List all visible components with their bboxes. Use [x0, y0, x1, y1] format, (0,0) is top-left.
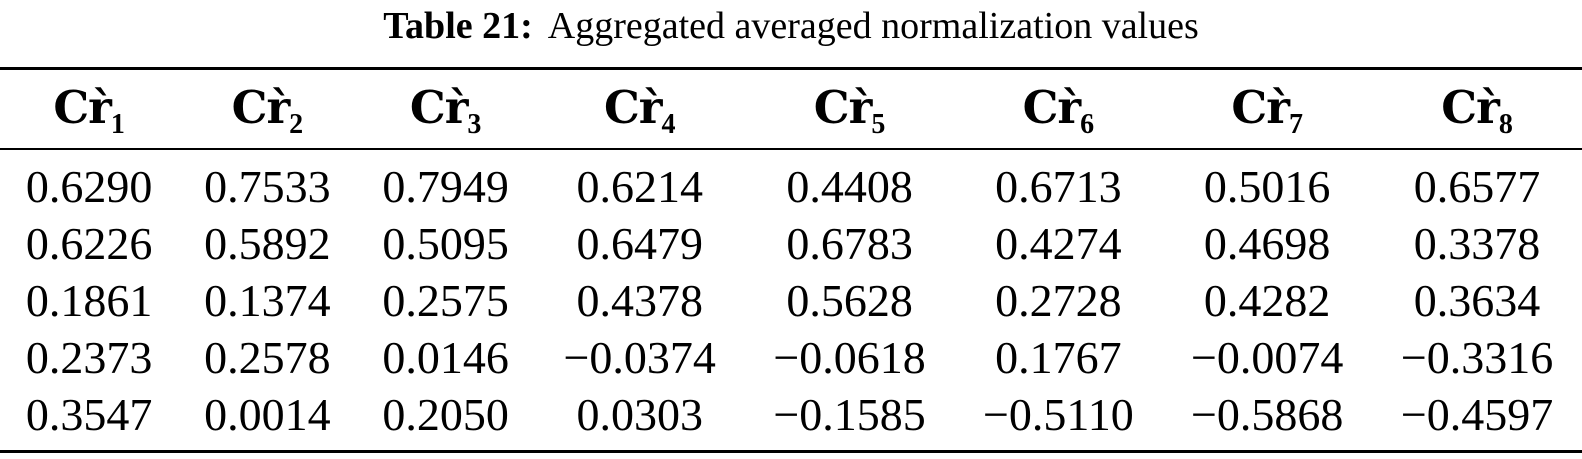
table-cell: −0.1585: [773, 389, 926, 440]
table-cell: 0.0303: [576, 389, 703, 440]
table-cell: 0.2728: [995, 275, 1122, 326]
header-cell-cr7: Cr̀7: [1162, 68, 1373, 150]
table-cell: 0.4282: [1203, 275, 1331, 326]
header-cr6-subscript: 6: [1080, 108, 1095, 140]
header-row: Cr̀1 Cr̀2 Cr̀3 Cr̀4 Cr̀5 Cr̀6 Cr̀7 Cr̀8: [0, 68, 1582, 150]
header-cell-cr2: Cr̀2: [178, 68, 357, 150]
table-cell: 0.0146: [382, 332, 509, 383]
table-cell: 0.4698: [1203, 218, 1331, 269]
header-cr4-base: Cr̀: [603, 80, 663, 134]
table-cell: 0.5628: [786, 275, 913, 326]
table-cell: 0.1861: [25, 275, 153, 326]
table-cell: 0.4274: [995, 218, 1122, 269]
table-cell: 0.6577: [1413, 161, 1541, 212]
header-cr3-base: Cr̀: [409, 80, 469, 134]
header-cell-cr6: Cr̀6: [954, 68, 1163, 150]
header-cell-cr4: Cr̀4: [534, 68, 745, 150]
table-row: 0.3547 0.0014 0.2050 0.0303 −0.1585 −0.5…: [0, 386, 1582, 452]
table-cell: 0.4408: [786, 161, 913, 212]
table-cell: 0.6214: [576, 161, 703, 212]
header-cr8-subscript: 8: [1498, 108, 1513, 140]
header-cr2-subscript: 2: [289, 108, 304, 140]
table-cell: 0.3634: [1413, 275, 1541, 326]
table-cell: 0.7949: [382, 161, 509, 212]
header-cr6-base: Cr̀: [1022, 80, 1082, 134]
table-row: 0.1861 0.1374 0.2575 0.4378 0.5628 0.272…: [0, 272, 1582, 329]
table-cell: −0.3316: [1400, 332, 1554, 383]
header-cr5-base: Cr̀: [813, 80, 873, 134]
table-cell: 0.1767: [995, 332, 1122, 383]
table-cell: 0.6479: [576, 218, 703, 269]
table-cell: 0.6713: [995, 161, 1122, 212]
table-cell: 0.2373: [25, 332, 153, 383]
table-caption: Table 21: Aggregated averaged normalizati…: [0, 0, 1582, 51]
table-row: 0.6226 0.5892 0.5095 0.6479 0.6783 0.427…: [0, 215, 1582, 272]
table-caption-label: Table 21:: [383, 5, 533, 47]
table-header: Cr̀1 Cr̀2 Cr̀3 Cr̀4 Cr̀5 Cr̀6 Cr̀7 Cr̀8: [0, 68, 1582, 150]
table-row: 0.2373 0.2578 0.0146 −0.0374 −0.0618 0.1…: [0, 329, 1582, 386]
header-cr7-subscript: 7: [1288, 108, 1303, 140]
table-cell: 0.3378: [1413, 218, 1541, 269]
table-cell: 0.2050: [382, 389, 509, 440]
table-caption-text: Aggregated averaged normalization values: [547, 5, 1199, 47]
header-cell-cr8: Cr̀8: [1372, 68, 1582, 150]
table-cell: −0.0074: [1190, 332, 1344, 383]
table-cell: 0.5892: [204, 218, 331, 269]
header-cr1-base: Cr̀: [53, 80, 112, 134]
table-cell: 0.6290: [25, 161, 153, 212]
table-cell: −0.4597: [1400, 389, 1554, 440]
table-cell: 0.6226: [25, 218, 153, 269]
table-cell: 0.5095: [382, 218, 509, 269]
table-cell: −0.0618: [773, 332, 926, 383]
header-cr5-subscript: 5: [871, 108, 886, 140]
header-cr4-subscript: 4: [661, 108, 676, 140]
header-cr1-subscript: 1: [110, 108, 125, 140]
table-cell: −0.5868: [1190, 389, 1344, 440]
table-cell: 0.5016: [1203, 161, 1331, 212]
table-row: 0.6290 0.7533 0.7949 0.6214 0.4408 0.671…: [0, 149, 1582, 215]
header-cell-cr1: Cr̀1: [0, 68, 179, 150]
header-cell-cr3: Cr̀3: [356, 68, 535, 150]
header-cr3-subscript: 3: [467, 108, 482, 140]
table-cell: 0.3547: [25, 389, 153, 440]
normalization-values-table: Cr̀1 Cr̀2 Cr̀3 Cr̀4 Cr̀5 Cr̀6 Cr̀7 Cr̀8 …: [0, 66, 1582, 453]
header-cr2-base: Cr̀: [231, 80, 291, 134]
table-cell: 0.4378: [576, 275, 703, 326]
table-cell: −0.5110: [982, 389, 1134, 440]
header-cr7-base: Cr̀: [1231, 80, 1290, 134]
table-cell: 0.2575: [382, 275, 509, 326]
table-cell: 0.7533: [204, 161, 331, 212]
table-body: 0.6290 0.7533 0.7949 0.6214 0.4408 0.671…: [0, 149, 1582, 452]
header-cell-cr5: Cr̀5: [744, 68, 955, 150]
table-cell: −0.0374: [563, 332, 716, 383]
table-cell: 0.0014: [204, 389, 331, 440]
table-cell: 0.2578: [204, 332, 331, 383]
table-cell: 0.1374: [204, 275, 331, 326]
header-cr8-base: Cr̀: [1441, 80, 1500, 134]
table-cell: 0.6783: [786, 218, 913, 269]
